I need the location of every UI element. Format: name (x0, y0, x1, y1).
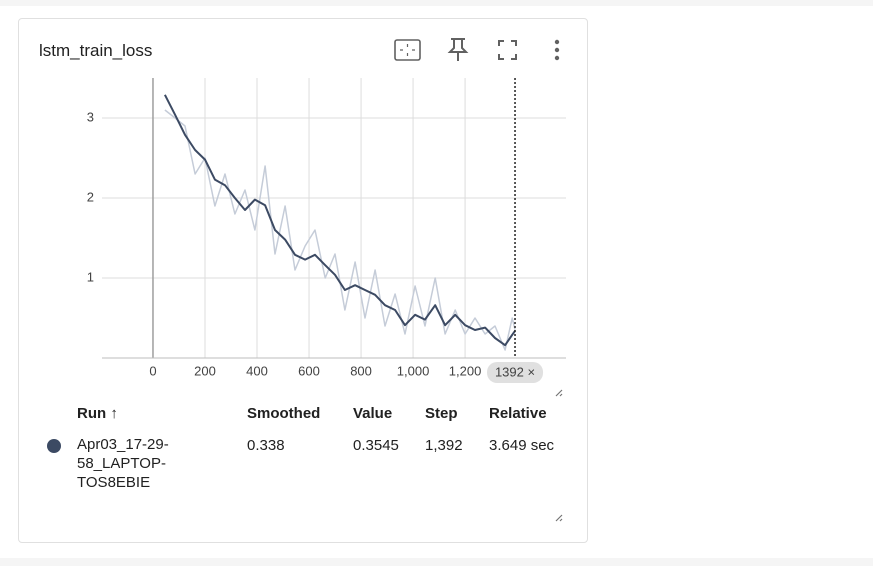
plot-area (164, 78, 516, 358)
run-dot (47, 439, 61, 453)
x-tick-label: 200 (194, 363, 216, 378)
table-header (39, 403, 69, 431)
fullscreen-icon[interactable] (498, 40, 517, 60)
more-icon[interactable] (554, 39, 560, 61)
table-cell: 0.3545 (353, 437, 399, 454)
x-tick-label: 600 (298, 363, 320, 378)
series-line (164, 94, 516, 347)
x-tick-label: 1,000 (397, 363, 430, 378)
table-cell: 3.649 sec (489, 437, 555, 454)
run-color (39, 431, 69, 498)
resize-handle[interactable] (555, 514, 563, 522)
card-icons (394, 38, 563, 522)
axis-labels: 1 2 3 0 200 400 600 800 1,000 1,200 1392 × (87, 109, 544, 383)
fit-domain-icon[interactable] (394, 39, 421, 61)
data-table: Run ↑ Smoothed Value Step Relative Apr03… (39, 403, 562, 498)
x-tick-label: 400 (246, 363, 268, 378)
x-tick-label: 800 (350, 363, 372, 378)
series-line (164, 109, 516, 351)
table-cell: 1,392 (425, 437, 463, 454)
x-tick-label: 0 (149, 363, 156, 378)
y-tick-label: 2 (87, 189, 94, 204)
table-header: Step (425, 404, 458, 422)
pin-icon[interactable] (447, 38, 469, 61)
table-cell: 0.338 (247, 437, 285, 454)
resize-handle[interactable] (555, 389, 563, 397)
chart-card: lstm_train_loss Run ↑ Smoothed Value Ste… (18, 18, 588, 543)
table-header: Value (353, 404, 393, 422)
table-header[interactable]: Run ↑ (77, 404, 118, 422)
card-title: lstm_train_loss (39, 41, 153, 60)
y-tick-label: 1 (87, 269, 94, 284)
y-tick-label: 3 (87, 109, 94, 124)
step-chip-label: 1392 × (495, 364, 535, 379)
x-tick-label: 1,200 (449, 363, 482, 378)
chart: 1 2 3 0 200 400 600 800 1,000 1,200 1392 × (87, 78, 566, 383)
grid (102, 78, 566, 359)
table-cell: Apr03_17-29-58_LAPTOP-TOS8EBIE (77, 436, 169, 491)
table-header: Smoothed (247, 404, 321, 422)
step-chip[interactable] (487, 362, 544, 383)
table-header: Relative (489, 404, 547, 422)
